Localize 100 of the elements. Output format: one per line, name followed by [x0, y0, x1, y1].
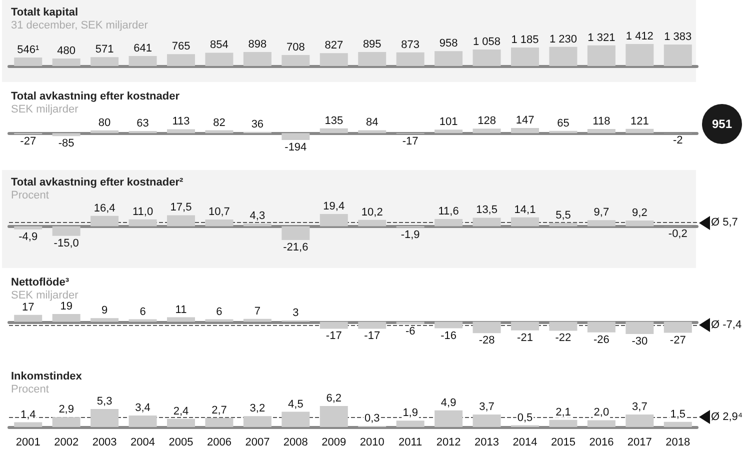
bar	[320, 53, 348, 66]
data-label: 1 412	[626, 30, 654, 42]
chart-subtitle: Procent	[11, 190, 49, 202]
data-label: 9	[101, 304, 108, 317]
data-label: -2	[673, 134, 683, 147]
data-label: 873	[401, 38, 420, 51]
data-label: 4,3	[250, 210, 266, 222]
data-label: -28	[478, 334, 495, 347]
x-tick-label: 2004	[130, 436, 156, 448]
data-label: 854	[210, 39, 228, 52]
data-label: -21	[517, 332, 533, 344]
bar	[205, 220, 234, 226]
x-tick-label: 2012	[436, 436, 461, 448]
data-label: 1,9	[402, 407, 418, 420]
ref-line-label: Ø 2,9⁴	[711, 411, 743, 424]
bar	[128, 319, 157, 322]
data-label: 128	[478, 115, 496, 128]
chart-title: Nettoflöde³	[11, 276, 70, 288]
bar	[549, 420, 578, 427]
data-label: 3	[292, 307, 299, 320]
data-label: 2,9	[58, 404, 74, 416]
data-label: -17	[402, 135, 418, 148]
chart-title: Inkomstindex	[11, 370, 83, 382]
data-label: -17	[364, 330, 380, 342]
bar	[664, 322, 692, 333]
bar	[243, 52, 272, 66]
data-label: 113	[172, 116, 190, 128]
ref-line-label: Ø -7,4	[711, 318, 742, 331]
data-label: 147	[516, 114, 534, 126]
data-label: 708	[286, 41, 305, 54]
data-label: 958	[439, 38, 458, 50]
data-label: 5,3	[96, 396, 112, 408]
chart-title: Total avkastning efter kostnader	[11, 90, 180, 102]
data-label: 9,2	[632, 206, 648, 219]
data-label: 121	[630, 115, 649, 128]
x-tick-label: 2003	[92, 436, 117, 448]
bar	[472, 322, 501, 334]
data-label: -21,6	[283, 242, 308, 254]
data-label: 2,0	[594, 406, 610, 419]
bar	[664, 44, 692, 66]
x-tick-label: 2010	[360, 436, 384, 448]
data-label: 641	[134, 42, 152, 55]
data-label: 1 230	[549, 33, 577, 46]
bar	[626, 322, 654, 334]
bar	[664, 422, 692, 427]
data-label: 13,5	[476, 204, 498, 216]
bar	[320, 322, 348, 329]
chart-subtitle: SEK miljarder	[11, 104, 79, 116]
data-label: 2,1	[556, 406, 571, 418]
bar	[587, 45, 616, 66]
bar	[90, 216, 119, 226]
data-label: -0,2	[668, 228, 688, 240]
bar	[511, 322, 539, 330]
data-label: -16	[440, 330, 457, 342]
bar	[14, 314, 42, 322]
bar	[90, 318, 119, 322]
bar	[14, 57, 42, 66]
data-label: 2,7	[212, 404, 227, 416]
bar	[396, 420, 424, 427]
data-label: 1,5	[670, 408, 686, 420]
data-label: 84	[366, 116, 378, 129]
bar	[626, 44, 654, 66]
data-label: 3,2	[250, 402, 266, 415]
data-label: 2,4	[173, 405, 189, 418]
bar	[626, 220, 654, 226]
text: 951	[702, 104, 742, 144]
bar	[167, 54, 195, 66]
data-label: 546¹	[17, 44, 40, 56]
bar	[587, 420, 616, 427]
x-tick-label: 2018	[666, 436, 690, 448]
data-label: 16,4	[94, 202, 116, 214]
bar	[14, 226, 42, 230]
x-tick-label: 2017	[627, 436, 652, 448]
bar	[358, 322, 386, 329]
data-label: 3,7	[479, 400, 494, 413]
data-label: -22	[555, 332, 572, 344]
x-tick-label: 2002	[54, 436, 79, 448]
x-tick-label: 2005	[168, 436, 194, 448]
bar	[52, 314, 80, 322]
x-tick-label: 2007	[245, 436, 270, 448]
data-label: 571	[95, 44, 114, 56]
chart-title: Totalt kapital	[11, 6, 78, 18]
bar	[167, 418, 195, 427]
bar	[14, 422, 42, 427]
bar	[52, 226, 80, 236]
data-label: -27	[20, 136, 36, 148]
bar	[472, 414, 501, 427]
x-tick-label: 2001	[16, 436, 40, 448]
data-label: -15,0	[54, 237, 79, 250]
bar	[128, 56, 157, 66]
ref-line-label: Ø 5,7	[711, 216, 738, 229]
data-label: -27	[670, 334, 686, 346]
bar	[282, 226, 310, 240]
bar	[549, 322, 578, 331]
data-label: 5,5	[556, 209, 571, 222]
data-label: 827	[324, 40, 344, 52]
data-label: 480	[57, 45, 76, 58]
data-label: 14,1	[514, 204, 536, 216]
data-label: 0,3	[364, 412, 380, 424]
data-label: -85	[58, 138, 74, 150]
